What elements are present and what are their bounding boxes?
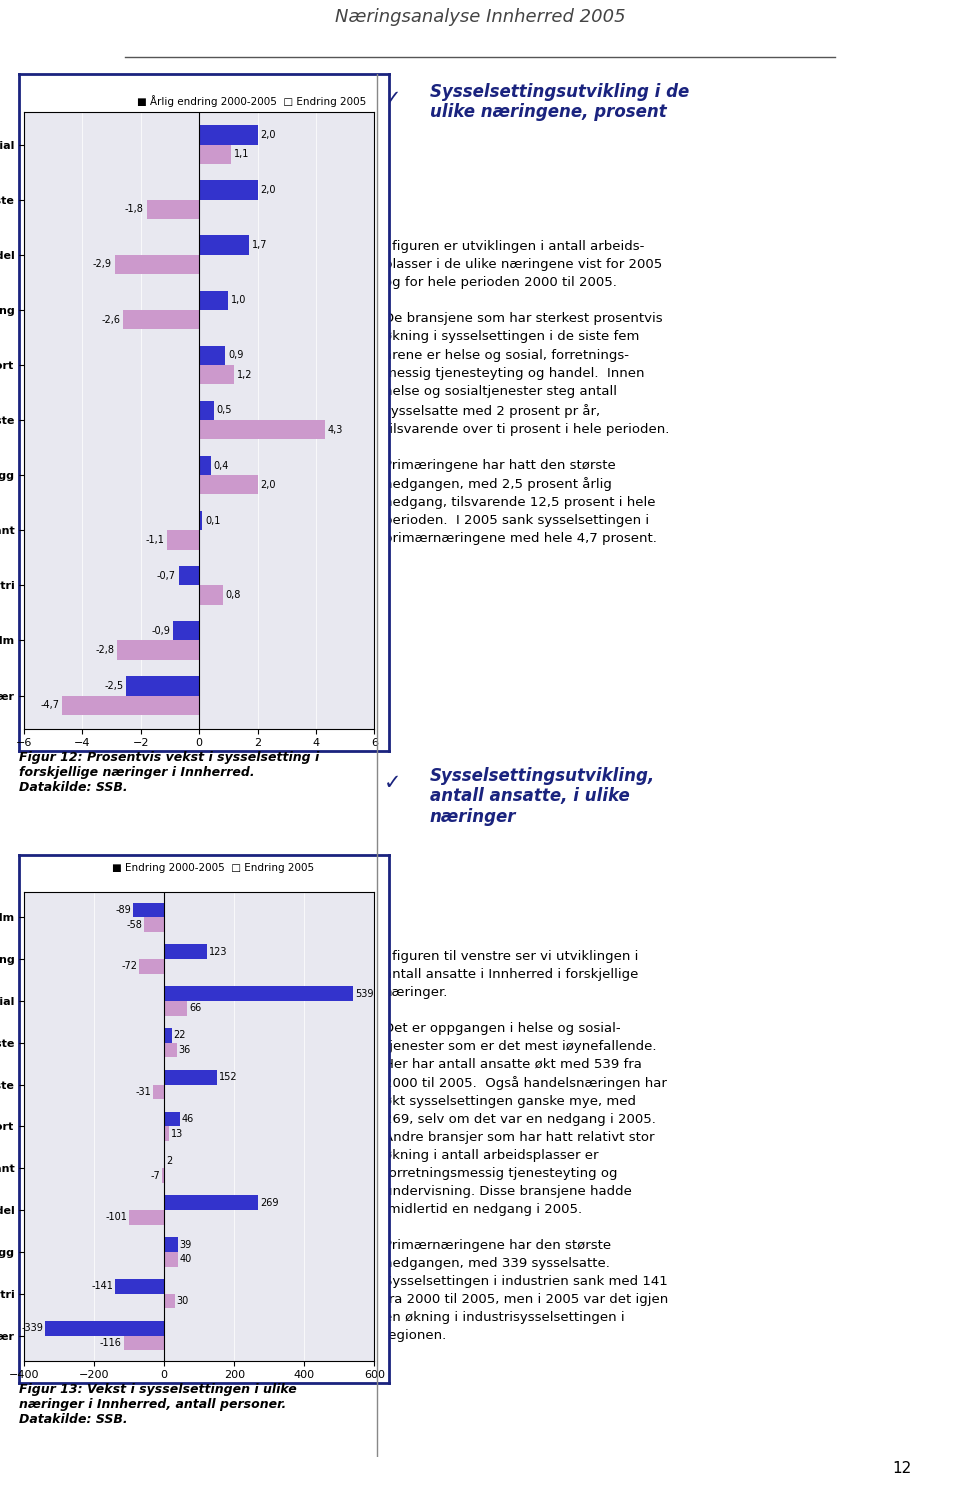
Bar (173, 622, 200, 641)
Bar (164, 1294, 175, 1309)
Bar (200, 512, 203, 531)
Text: Figur 12: Prosentvis vekst i sysselsetting i
forskjellige næringer i Innherred.
: Figur 12: Prosentvis vekst i sysselsetti… (19, 751, 320, 794)
Text: ✓: ✓ (384, 773, 409, 793)
Bar (167, 531, 200, 550)
Text: Figur 13: Vekst i sysselsettingen i ulike
næringer i Innherred, antall personer.: Figur 13: Vekst i sysselsettingen i ulik… (19, 1383, 297, 1426)
Bar (114, 254, 200, 274)
Text: 36: 36 (179, 1045, 191, 1056)
Text: Næringsanalyse Innherred 2005: Næringsanalyse Innherred 2005 (335, 7, 625, 25)
Bar (164, 1127, 169, 1141)
Text: Sysselsettingsutvikling,
antall ansatte, i ulike
næringer: Sysselsettingsutvikling, antall ansatte,… (430, 767, 655, 827)
Bar (164, 1042, 177, 1057)
Bar (144, 917, 164, 932)
Bar (200, 125, 257, 144)
Text: -58: -58 (126, 919, 142, 929)
Bar (200, 457, 211, 476)
Bar (164, 944, 207, 959)
Text: -89: -89 (115, 906, 132, 915)
Text: -0,7: -0,7 (156, 571, 176, 581)
Text: -1,8: -1,8 (125, 204, 144, 214)
Text: -141: -141 (91, 1282, 113, 1291)
Text: -101: -101 (106, 1212, 127, 1222)
Bar (139, 959, 164, 974)
Text: ■ Endring 2000-2005  □ Endring 2005: ■ Endring 2000-2005 □ Endring 2005 (111, 862, 314, 873)
Text: 39: 39 (180, 1240, 192, 1249)
Text: I figuren er utviklingen i antall arbeids-
plasser i de ulike næringene vist for: I figuren er utviklingen i antall arbeid… (384, 239, 669, 546)
Bar (154, 1084, 164, 1099)
Bar (200, 421, 324, 439)
Bar (62, 696, 200, 715)
Text: -2,8: -2,8 (96, 645, 114, 656)
Text: 0,4: 0,4 (214, 461, 229, 470)
Bar (200, 364, 234, 384)
Text: 46: 46 (182, 1114, 194, 1124)
Text: ■ Årlig endring 2000-2005  □ Endring 2005: ■ Årlig endring 2000-2005 □ Endring 2005 (137, 95, 367, 107)
Bar (164, 1071, 217, 1084)
Bar (164, 1112, 180, 1127)
Bar (164, 1237, 178, 1252)
Bar (126, 677, 200, 696)
Bar (164, 986, 353, 1001)
Text: I figuren til venstre ser vi utviklingen i
antall ansatte i Innherred i forskjel: I figuren til venstre ser vi utviklingen… (384, 950, 668, 1343)
Text: -116: -116 (100, 1338, 122, 1347)
Text: 2,0: 2,0 (260, 129, 276, 140)
Text: 1,1: 1,1 (234, 149, 250, 159)
Bar (200, 180, 257, 199)
Text: 2: 2 (167, 1155, 173, 1166)
Text: 4,3: 4,3 (327, 425, 343, 434)
Text: -4,7: -4,7 (40, 700, 60, 711)
Text: 1,2: 1,2 (237, 370, 252, 379)
Text: 539: 539 (355, 989, 373, 999)
Text: 30: 30 (177, 1297, 189, 1306)
Text: -2,5: -2,5 (104, 681, 123, 691)
Text: -31: -31 (135, 1087, 152, 1097)
Bar (124, 1335, 164, 1350)
Text: -1,1: -1,1 (145, 535, 164, 544)
Text: -7: -7 (150, 1170, 160, 1181)
Bar (45, 1320, 164, 1335)
Text: 123: 123 (209, 947, 228, 956)
Text: 2,0: 2,0 (260, 184, 276, 195)
Text: 152: 152 (219, 1072, 238, 1083)
Bar (115, 1279, 164, 1294)
Text: -2,9: -2,9 (92, 259, 111, 269)
Bar (123, 309, 200, 329)
Bar (164, 1196, 258, 1210)
Bar (161, 1169, 164, 1182)
Bar (200, 586, 223, 605)
Bar (200, 401, 214, 419)
Text: 12: 12 (893, 1460, 912, 1477)
Text: 0,1: 0,1 (205, 516, 221, 525)
Bar (129, 1210, 164, 1225)
Text: -2,6: -2,6 (102, 315, 120, 324)
Text: -0,9: -0,9 (151, 626, 170, 636)
Text: 22: 22 (174, 1030, 186, 1041)
Bar (200, 290, 228, 309)
Text: 66: 66 (189, 1004, 202, 1013)
Bar (200, 144, 231, 164)
Bar (164, 1252, 179, 1267)
Bar (179, 567, 200, 586)
Bar (200, 345, 226, 364)
Text: 0,5: 0,5 (217, 406, 232, 415)
Text: 1,0: 1,0 (231, 296, 247, 305)
Text: 13: 13 (171, 1129, 182, 1139)
Text: ✓: ✓ (384, 89, 409, 109)
Text: 40: 40 (180, 1254, 192, 1264)
Text: -72: -72 (121, 962, 137, 971)
Text: 1,7: 1,7 (252, 239, 267, 250)
Bar (117, 641, 200, 660)
Bar (133, 903, 164, 917)
Bar (164, 1001, 187, 1016)
Bar (200, 476, 257, 495)
Text: -339: -339 (22, 1323, 43, 1334)
Bar (200, 235, 249, 254)
Text: 269: 269 (260, 1197, 278, 1207)
Bar (164, 1028, 172, 1042)
Text: 0,9: 0,9 (228, 351, 244, 360)
Bar (147, 199, 200, 219)
Text: 0,8: 0,8 (226, 590, 241, 601)
Text: 2,0: 2,0 (260, 480, 276, 489)
Text: Sysselsettingsutvikling i de
ulike næringene, prosent: Sysselsettingsutvikling i de ulike nærin… (430, 83, 689, 122)
